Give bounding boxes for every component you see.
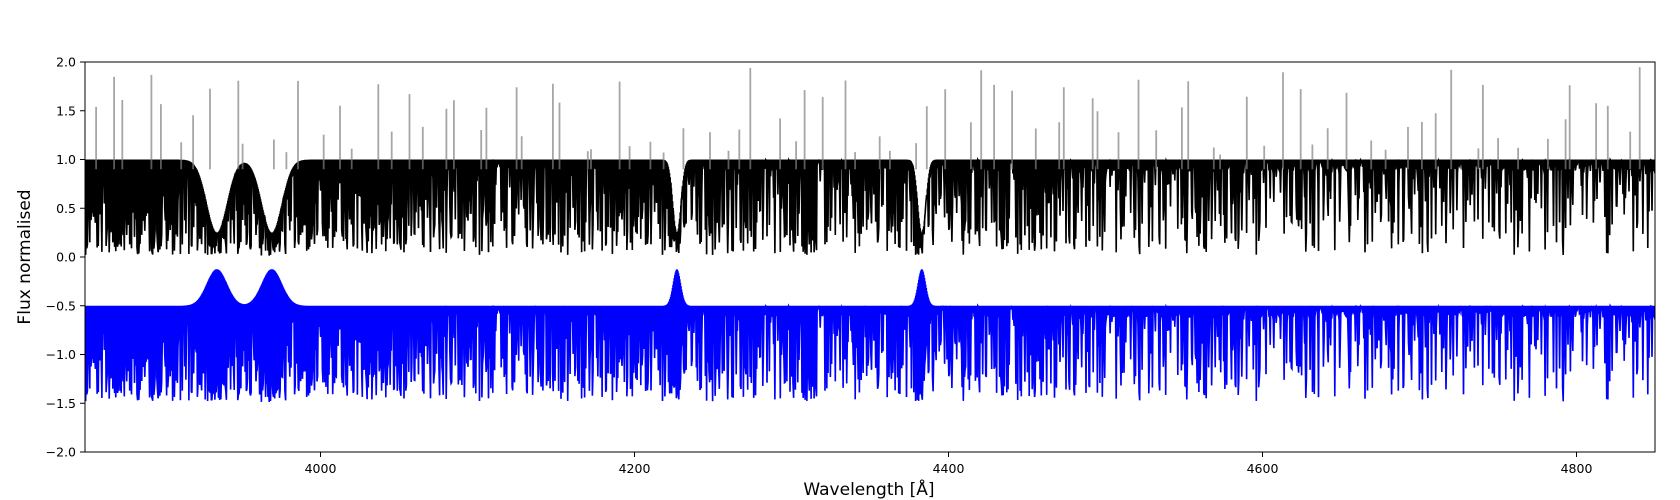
spectrum-absorption-2 xyxy=(85,269,1655,402)
x-axis-label: Wavelength [Å] xyxy=(803,478,934,500)
y-tick-label: 1.0 xyxy=(56,152,76,167)
y-tick-label: −0.5 xyxy=(46,298,76,313)
y-axis-label: Flux normalised xyxy=(15,189,35,324)
y-tick-label: 2.0 xyxy=(56,55,76,70)
plot-area xyxy=(85,67,1655,402)
y-tick-label: −2.0 xyxy=(46,445,76,460)
x-tick-label: 4200 xyxy=(619,461,651,476)
x-tick-label: 4800 xyxy=(1561,461,1593,476)
y-tick-label: 1.5 xyxy=(56,103,76,118)
spectra-group xyxy=(85,67,1655,402)
spectrum-absorption-1 xyxy=(85,159,1655,256)
y-tick-label: 0.5 xyxy=(56,201,76,216)
y-tick-label: −1.5 xyxy=(46,396,76,411)
x-tick-label: 4000 xyxy=(305,461,337,476)
y-tick-label: −1.0 xyxy=(46,347,76,362)
axes: 4000 4200 4400 4600 4800 −2.0 −1.5 −1.0 −0.5 0.0 0… xyxy=(46,55,1656,476)
cosmic-ray-spikes xyxy=(95,67,1641,170)
y-tick-label: 0.0 xyxy=(56,250,76,265)
x-tick-label: 4400 xyxy=(933,461,965,476)
x-tick-label: 4600 xyxy=(1247,461,1279,476)
